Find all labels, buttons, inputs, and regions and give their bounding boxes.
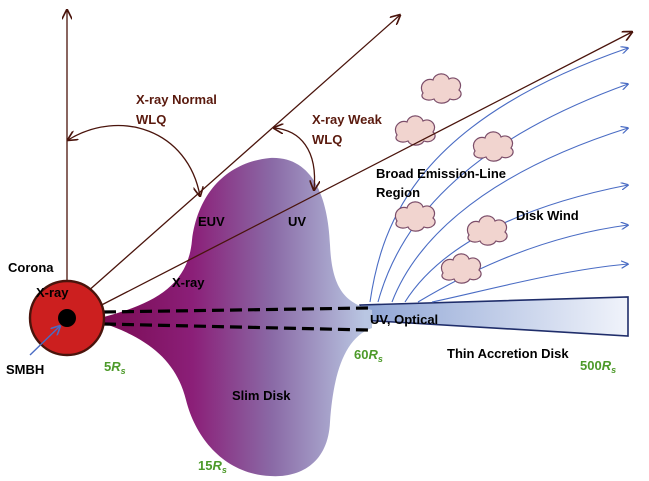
xray-normal-wlq-label: WLQ: [136, 112, 166, 127]
lower-dashed-line: [103, 322, 369, 332]
smbh-dot: [58, 309, 76, 327]
corona-label: Corona: [8, 260, 54, 275]
radius-label-500rs: 500Rs: [580, 358, 616, 375]
cloud: [440, 253, 482, 284]
upper-dashed-line: [103, 306, 369, 314]
blr-label: Broad Emission-Line: [376, 166, 506, 181]
smbh-pointer-arrow: [29, 326, 60, 356]
disk-wind-label: Disk Wind: [516, 208, 579, 223]
wind-line: [391, 128, 628, 303]
wind-line: [417, 225, 628, 303]
radius-label-15rs: 15Rs: [198, 458, 227, 475]
cloud: [420, 73, 462, 104]
wind-line: [377, 84, 628, 303]
xray-normal-label: X-ray Normal: [136, 92, 217, 107]
cloud: [394, 201, 436, 232]
wind-line: [369, 48, 628, 303]
uv-optical-label: UV, Optical: [370, 312, 438, 327]
sightline-arrow-low: [87, 32, 632, 313]
uv-label: UV: [288, 214, 306, 229]
dashed-boundaries: [103, 306, 369, 332]
wind-line: [431, 264, 628, 303]
blr-region-label: Region: [376, 185, 420, 200]
wind-line: [404, 185, 628, 303]
smbh-label: SMBH: [6, 362, 44, 377]
cloud: [466, 215, 508, 246]
sightline-arrows: [67, 10, 632, 313]
slim-disk-label: Slim Disk: [232, 388, 291, 403]
euv-label: EUV: [198, 214, 225, 229]
cloud: [394, 115, 436, 146]
cloud: [472, 131, 514, 162]
thin-disk-label: Thin Accretion Disk: [447, 346, 569, 361]
xray-core-label: X-ray: [36, 285, 69, 300]
xray-weak-wlq-label: WLQ: [312, 132, 342, 147]
slim-disk: [100, 157, 372, 477]
xray-disk-label: X-ray: [172, 275, 205, 290]
xray-weak-label: X-ray Weak: [312, 112, 383, 127]
sightline-arrow-mid: [77, 15, 400, 301]
xray-normal-angle-arc: [68, 124, 200, 196]
radius-label-60rs: 60Rs: [354, 347, 383, 364]
radius-label-5rs: 5Rs: [104, 359, 126, 376]
xray-weak-angle-arc: [274, 128, 315, 190]
disk-wind-streamlines: [369, 48, 628, 303]
